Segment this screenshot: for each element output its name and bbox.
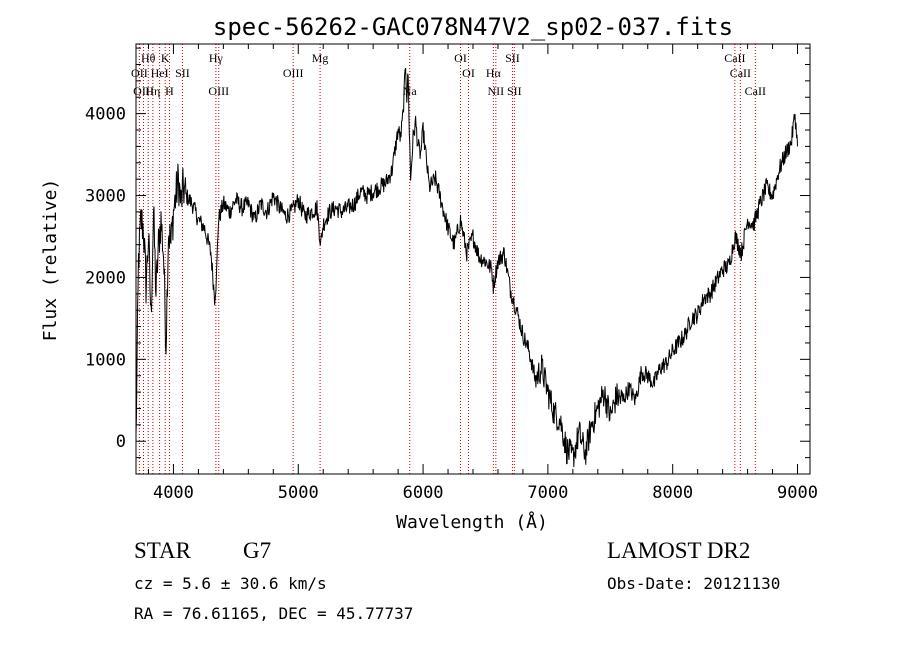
marker-label: HeI — [151, 66, 169, 80]
y-tick-label: 4000 — [85, 105, 126, 125]
x-tick-label: 5000 — [278, 483, 319, 503]
star-subclass: G7 — [243, 538, 272, 563]
marker-label: SII — [175, 66, 190, 80]
x-tick-label: 6000 — [403, 483, 444, 503]
marker-label: Hθ — [141, 51, 156, 65]
spectral-line-markers: Hθ K Hγ Mg OI SII CaII OII HeI SII OIII OI Hα CaII OII… — [131, 44, 766, 474]
chart-title: spec-56262-GAC078N47V2_sp02-037.fits — [213, 13, 733, 41]
marker-label: Hγ — [209, 51, 224, 65]
marker-label: OI — [462, 66, 475, 80]
marker-label: OIII — [283, 66, 304, 80]
spectrum-series — [135, 68, 798, 468]
x-tick-label: 8000 — [652, 483, 693, 503]
y-tick-label: 2000 — [85, 268, 126, 288]
marker-label: OII — [131, 66, 148, 80]
marker-label: Hη — [145, 84, 160, 98]
observation-date: Obs-Date: 20121130 — [607, 574, 781, 593]
marker-label: CaII — [745, 84, 766, 98]
x-axis-label: Wavelength (Å) — [396, 511, 548, 533]
x-tick-label: 4000 — [153, 483, 194, 503]
marker-label: CaII — [724, 51, 745, 65]
marker-label: CaII — [730, 66, 751, 80]
marker-label: OIII — [133, 84, 154, 98]
marker-label: Hα — [486, 66, 502, 80]
marker-label: SII — [507, 84, 522, 98]
sky-coordinates: RA = 76.61165, DEC = 45.77737 — [134, 604, 414, 623]
marker-label: NII — [488, 84, 505, 98]
plot-frame — [135, 43, 811, 475]
marker-label: Mg — [312, 51, 329, 65]
y-tick-label: 3000 — [85, 187, 126, 207]
y-tick-label: 1000 — [85, 350, 126, 370]
marker-label: OIII — [208, 84, 229, 98]
x-tick-label: 7000 — [527, 483, 568, 503]
survey-release: LAMOST DR2 — [607, 538, 751, 563]
spectrum-line — [135, 68, 798, 468]
marker-label: Na — [403, 84, 418, 98]
marker-label: H — [165, 84, 174, 98]
plot-axes — [135, 43, 811, 475]
y-axis-label: Flux (relative) — [40, 179, 61, 342]
tick-labels: 4000 5000 6000 7000 8000 9000 0 1000 2000 3000 400… — [85, 105, 818, 503]
x-tick-label: 9000 — [777, 483, 818, 503]
y-tick-label: 0 — [116, 432, 126, 452]
redshift-readout: cz = 5.6 ± 30.6 km/s — [134, 574, 327, 593]
marker-label: K — [161, 51, 170, 65]
star-class: STAR — [134, 538, 191, 563]
marker-label: SII — [505, 51, 520, 65]
marker-label: OI — [454, 51, 467, 65]
